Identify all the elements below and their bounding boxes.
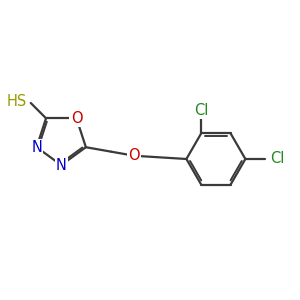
- Text: N: N: [56, 158, 67, 172]
- Text: HS: HS: [6, 94, 26, 109]
- Text: Cl: Cl: [271, 152, 285, 166]
- Text: O: O: [129, 148, 140, 163]
- Text: Cl: Cl: [194, 103, 208, 118]
- Text: N: N: [31, 140, 42, 155]
- Text: O: O: [71, 111, 82, 126]
